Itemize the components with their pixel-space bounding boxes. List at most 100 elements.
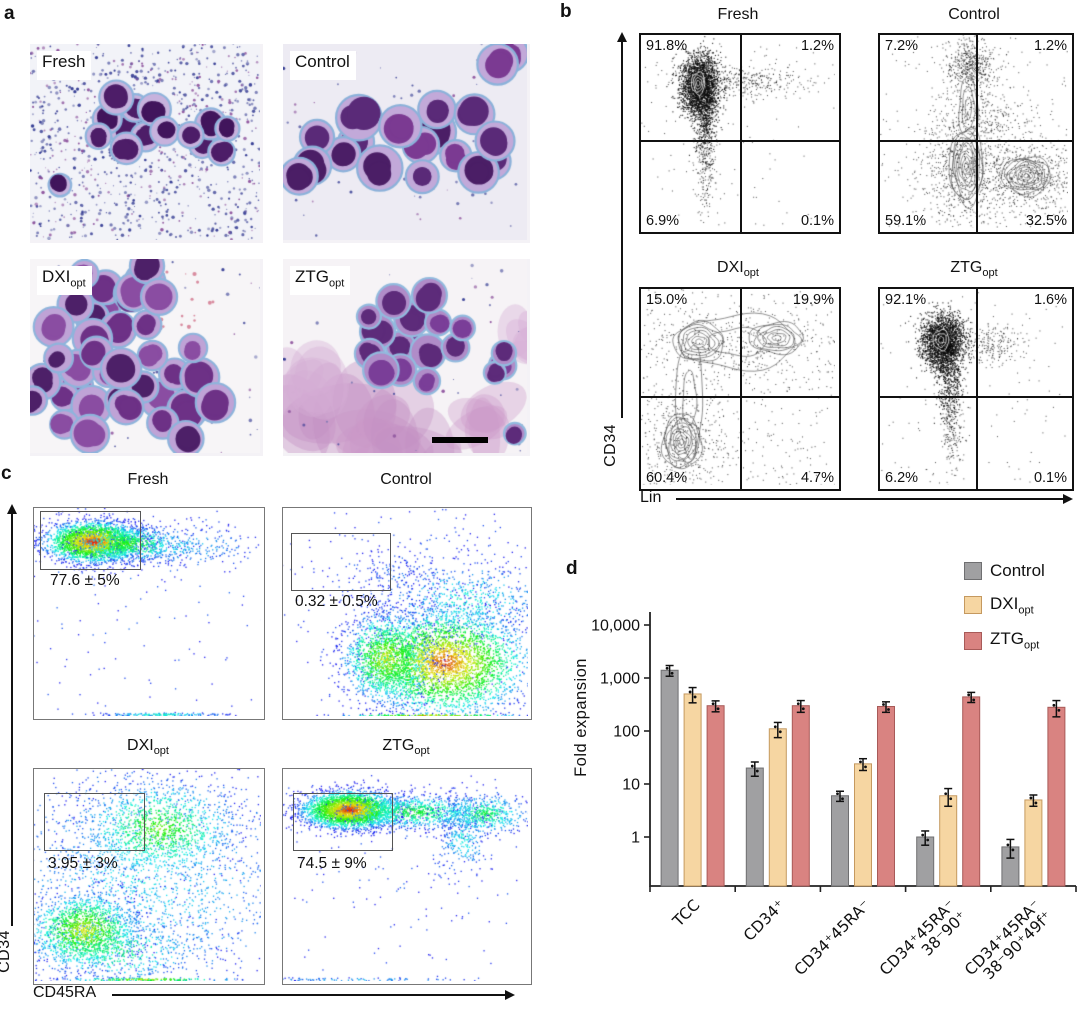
data-point bbox=[972, 698, 976, 702]
quadrant-pct: 19.9% bbox=[792, 292, 834, 308]
b-xaxis-arrowhead-icon bbox=[1063, 494, 1073, 504]
micrograph-fresh: Fresh bbox=[30, 44, 263, 243]
micrograph-dxi-label: DXIopt bbox=[37, 266, 92, 296]
micrograph-control-label: Control bbox=[290, 51, 356, 81]
quadrant-pct: 4.7% bbox=[800, 470, 834, 486]
quadrant-hline bbox=[641, 396, 839, 398]
data-point bbox=[801, 707, 805, 711]
d-category-label: TCC bbox=[669, 896, 704, 931]
micrograph-label-text: Fresh bbox=[42, 52, 86, 71]
bar-ztg-4 bbox=[1047, 706, 1066, 887]
legend-label: Control bbox=[990, 561, 1045, 580]
b-yaxis-arrowhead-icon bbox=[617, 32, 627, 42]
b-xaxis-line bbox=[676, 498, 1064, 500]
flow-plot-b-control: 7.2% 1.2% 59.1% 32.5% bbox=[878, 33, 1074, 234]
d-ytick-label: 1,000 bbox=[600, 671, 640, 688]
data-point bbox=[841, 797, 844, 801]
quadrant-hline bbox=[880, 140, 1072, 142]
chart-legend: Control DXIopt ZTGopt bbox=[964, 561, 1045, 665]
data-point bbox=[716, 707, 720, 711]
quadrant-pct: 60.4% bbox=[646, 470, 688, 486]
plot-title-b-dxi: DXIopt bbox=[717, 259, 759, 280]
flow-plot-c-fresh: 77.6 ± 5% bbox=[33, 507, 265, 720]
quadrant-vline bbox=[740, 289, 742, 489]
micrograph-ztg: ZTGopt bbox=[283, 259, 530, 456]
quadrant-pct: 92.1% bbox=[885, 292, 927, 308]
quadrant-pct: 1.6% bbox=[1033, 292, 1067, 308]
quadrant-vline bbox=[976, 35, 978, 232]
quadrant-vline bbox=[976, 289, 978, 489]
gate-box bbox=[293, 793, 393, 851]
gate-label: 0.32 ± 0.5% bbox=[295, 593, 378, 610]
data-point bbox=[1057, 708, 1061, 712]
legend-item-control: Control bbox=[964, 561, 1045, 581]
quadrant-pct: 32.5% bbox=[1025, 213, 1067, 229]
data-point bbox=[665, 666, 669, 670]
c-yaxis-arrowhead-icon bbox=[7, 504, 17, 514]
quadrant-hline bbox=[641, 140, 839, 142]
flow-plot-b-fresh: 91.8% 1.2% 6.9% 0.1% bbox=[639, 33, 841, 234]
data-point bbox=[967, 693, 971, 697]
d-category-label: CD34⁺ bbox=[740, 896, 789, 945]
micrograph-dxi: DXIopt bbox=[30, 259, 263, 456]
data-point bbox=[1034, 801, 1038, 805]
d-ytick-label: 100 bbox=[613, 724, 640, 741]
panel-b-letter: b bbox=[560, 1, 572, 22]
quadrant-pct: 15.0% bbox=[646, 292, 688, 308]
bar-dxi-3 bbox=[939, 795, 958, 887]
plot-title-b-fresh: Fresh bbox=[717, 6, 759, 23]
data-point bbox=[926, 838, 930, 842]
bar-dxi-4 bbox=[1024, 799, 1043, 887]
data-point bbox=[1029, 796, 1033, 800]
flow-plot-b-dxi: 15.0% 19.9% 60.4% 4.7% bbox=[639, 287, 841, 491]
micrograph-ztg-label: ZTGopt bbox=[290, 266, 351, 296]
bar-ztg-1 bbox=[791, 705, 810, 887]
gate-box bbox=[291, 533, 391, 591]
legend-item-dxi: DXIopt bbox=[964, 594, 1045, 616]
data-point bbox=[949, 797, 953, 801]
d-ytick-label: 1 bbox=[631, 830, 640, 847]
c-xaxis-arrowhead-icon bbox=[505, 990, 515, 1000]
quadrant-pct: 59.1% bbox=[885, 213, 927, 229]
b-yaxis-line bbox=[621, 42, 623, 418]
d-ytick-label: 10,000 bbox=[591, 618, 640, 635]
legend-swatch bbox=[964, 596, 982, 615]
c-xaxis-line bbox=[112, 994, 506, 996]
micrograph-control: Control bbox=[283, 44, 530, 243]
bar-dxi-1 bbox=[768, 728, 787, 887]
gate-label: 77.6 ± 5% bbox=[50, 572, 120, 589]
bar-dxi-0 bbox=[683, 693, 702, 887]
legend-swatch bbox=[964, 631, 982, 650]
legend-swatch bbox=[964, 562, 982, 580]
bar-control-2 bbox=[831, 795, 849, 887]
flow-plot-b-ztg: 92.1% 1.6% 6.2% 0.1% bbox=[878, 287, 1074, 491]
gate-label: 3.95 ± 3% bbox=[48, 855, 118, 872]
plot-title-b-ztg: ZTGopt bbox=[950, 259, 998, 280]
data-point bbox=[1052, 703, 1056, 707]
data-point bbox=[750, 764, 754, 768]
quadrant-pct: 0.1% bbox=[800, 213, 834, 229]
d-ytick-label: 10 bbox=[622, 777, 640, 794]
data-point bbox=[670, 671, 674, 675]
gate-box bbox=[40, 511, 141, 570]
c-xaxis-label: CD45RA bbox=[33, 984, 97, 1001]
plot-title-c-ztg: ZTGopt bbox=[382, 737, 430, 758]
quadrant-pct: 6.9% bbox=[646, 213, 680, 229]
bar-ztg-0 bbox=[706, 705, 725, 887]
quadrant-pct: 6.2% bbox=[885, 470, 919, 486]
data-point bbox=[796, 702, 800, 706]
quadrant-pct: 0.1% bbox=[1033, 470, 1067, 486]
quadrant-hline bbox=[880, 396, 1072, 398]
d-yaxis-label: Fold expansion bbox=[572, 658, 590, 777]
bar-dxi-2 bbox=[854, 763, 872, 887]
legend-label: ZTGopt bbox=[990, 629, 1040, 652]
flow-plot-c-ztg: 74.5 ± 9% bbox=[282, 768, 532, 985]
c-yaxis-line bbox=[11, 514, 13, 926]
quadrant-pct: 91.8% bbox=[646, 38, 688, 54]
data-point bbox=[688, 690, 692, 694]
data-point bbox=[778, 730, 782, 734]
data-point bbox=[859, 760, 862, 764]
b-xaxis-label: Lin bbox=[640, 489, 662, 506]
